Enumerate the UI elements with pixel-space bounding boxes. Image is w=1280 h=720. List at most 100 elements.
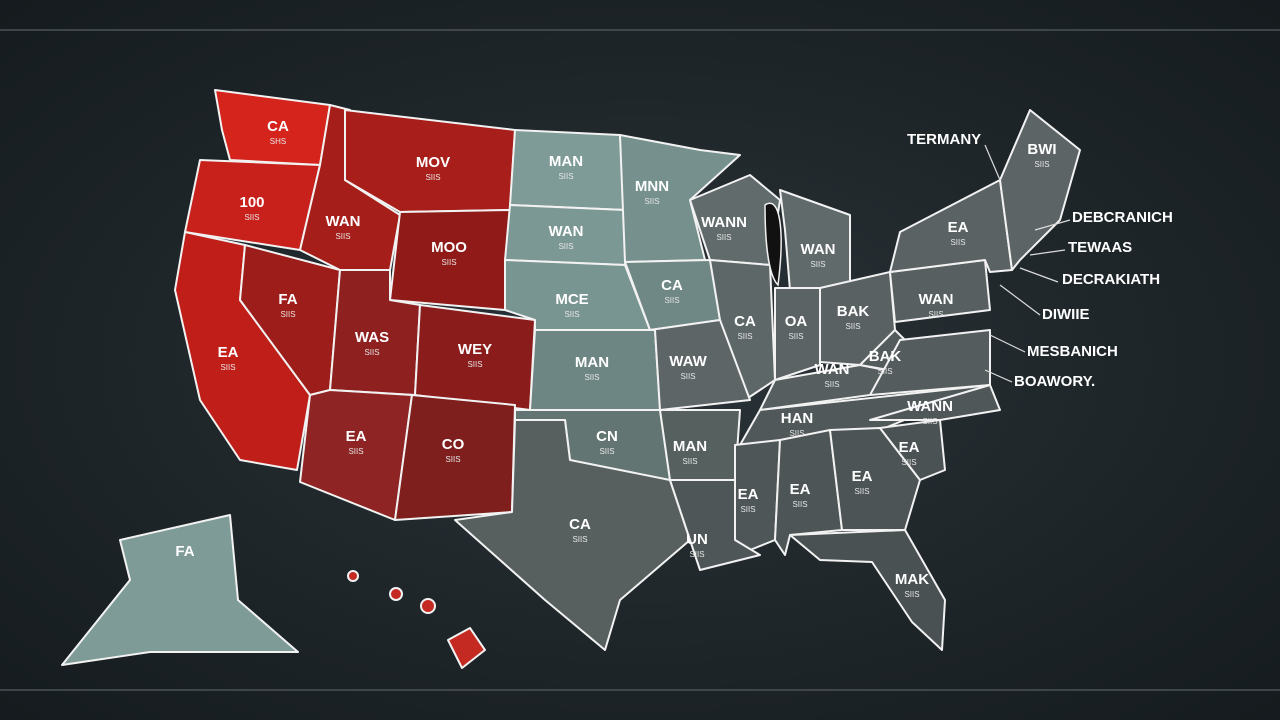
- state-label: EA: [790, 481, 811, 498]
- callout-line: [984, 144, 1001, 181]
- state-sublabel: SIIS: [364, 348, 379, 357]
- state-sublabel: SIIS: [824, 380, 839, 389]
- state-label: WAN: [326, 213, 361, 230]
- state-label: CA: [569, 516, 591, 533]
- state-shape: [869, 384, 1001, 421]
- callout-line: [984, 369, 1013, 383]
- state-sublabel: SIIS: [788, 332, 803, 341]
- state-shape: [299, 389, 413, 521]
- state-label: FA: [278, 291, 297, 308]
- state-shape: [999, 109, 1081, 271]
- state-shape: [509, 129, 626, 211]
- state-shape: [61, 514, 299, 666]
- island: [389, 587, 403, 601]
- state-sublabel: SIIS: [335, 232, 350, 241]
- state-label: WAN: [549, 223, 584, 240]
- state-sublabel: SIIS: [644, 197, 659, 206]
- state-label: MAN: [549, 153, 583, 170]
- state-label: MAN: [575, 354, 609, 371]
- labels: CA SHS 100 SIIS MOV SIIS WAN SIIS MOO SIIS FA SIIS E…: [175, 118, 1172, 599]
- state-sublabel: SHS: [270, 137, 286, 146]
- state-sublabel: SIIS: [467, 360, 482, 369]
- state-label: CA: [661, 277, 683, 294]
- state-label: EA: [218, 344, 239, 361]
- state-sublabel: SIIS: [441, 258, 456, 267]
- state-shape: [709, 259, 776, 401]
- state-sublabel: SIIS: [854, 487, 869, 496]
- state-label: BAK: [837, 303, 870, 320]
- state-sublabel: SIIS: [810, 260, 825, 269]
- callout-label: MESBANICH: [1027, 343, 1118, 360]
- island: [420, 598, 436, 614]
- callout-label: DECRAKIATH: [1062, 271, 1160, 288]
- state-label: BAK: [869, 348, 902, 365]
- callout-label: BOAWORY.: [1014, 373, 1095, 390]
- callout-line: [989, 334, 1026, 353]
- state-sublabel: SIIS: [599, 447, 614, 456]
- state-label: EA: [738, 486, 759, 503]
- state-sublabel: SIIS: [792, 500, 807, 509]
- state-label: WAN: [801, 241, 836, 258]
- state-shape: [869, 329, 991, 396]
- states: [61, 89, 1081, 669]
- state-sublabel: SIIS: [904, 590, 919, 599]
- state-sublabel: SIIS: [680, 372, 695, 381]
- state-sublabel: SIIS: [928, 310, 943, 319]
- state-shape: [649, 319, 751, 411]
- state-sublabel: SIIS: [877, 367, 892, 376]
- lake: [764, 202, 782, 287]
- state-shape: [829, 427, 921, 531]
- state-label: WAW: [669, 353, 707, 370]
- state-label: WEY: [458, 341, 492, 358]
- state-sublabel: SIIS: [445, 455, 460, 464]
- state-label: OA: [785, 313, 808, 330]
- state-label: CN: [596, 428, 618, 445]
- state-label: MAN: [673, 438, 707, 455]
- state-label: CA: [267, 118, 289, 135]
- state-label: HAN: [781, 410, 814, 427]
- callout-line: [999, 284, 1041, 316]
- state-sublabel: SIIS: [737, 332, 752, 341]
- callout-label: DIWIIE: [1042, 306, 1090, 323]
- callout-line: [1029, 249, 1066, 256]
- state-label: EA: [948, 219, 969, 236]
- state-sublabel: SIIS: [244, 213, 259, 222]
- state-label: WANN: [701, 214, 747, 231]
- state-label: 100: [239, 194, 264, 211]
- callout-label: TERMANY: [907, 131, 981, 148]
- state-label: WANN: [907, 398, 953, 415]
- state-sublabel: SIIS: [572, 535, 587, 544]
- state-shape: [789, 529, 946, 651]
- state-label: WAN: [815, 361, 850, 378]
- state-shape: [774, 287, 821, 381]
- callout-lines: [984, 144, 1071, 383]
- state-sublabel: SIIS: [220, 363, 235, 372]
- state-label: CO: [442, 436, 465, 453]
- state-shape: [454, 419, 691, 651]
- state-sublabel: SIIS: [584, 373, 599, 382]
- state-shape: [669, 479, 761, 571]
- callout-label: DEBCRANICH: [1072, 209, 1173, 226]
- state-sublabel: SIIS: [689, 550, 704, 559]
- callout-line: [1034, 219, 1071, 231]
- state-label: EA: [346, 428, 367, 445]
- state-shape: [447, 627, 486, 669]
- state-sublabel: SIIS: [425, 173, 440, 182]
- island: [347, 570, 359, 582]
- state-label: WAN: [919, 291, 954, 308]
- state-sublabel: SIIS: [845, 322, 860, 331]
- state-label: FA: [175, 543, 194, 560]
- state-sublabel: SIIS: [922, 417, 937, 426]
- state-sublabel: SIIS: [280, 310, 295, 319]
- state-sublabel: SIIS: [564, 310, 579, 319]
- state-label: BWI: [1027, 141, 1056, 158]
- state-sublabel: SIIS: [682, 457, 697, 466]
- state-sublabel: SIIS: [716, 233, 731, 242]
- callout-label: TEWAAS: [1068, 239, 1132, 256]
- state-label: CA: [734, 313, 756, 330]
- state-sublabel: SIIS: [664, 296, 679, 305]
- state-label: MCE: [555, 291, 588, 308]
- state-shape: [879, 419, 946, 481]
